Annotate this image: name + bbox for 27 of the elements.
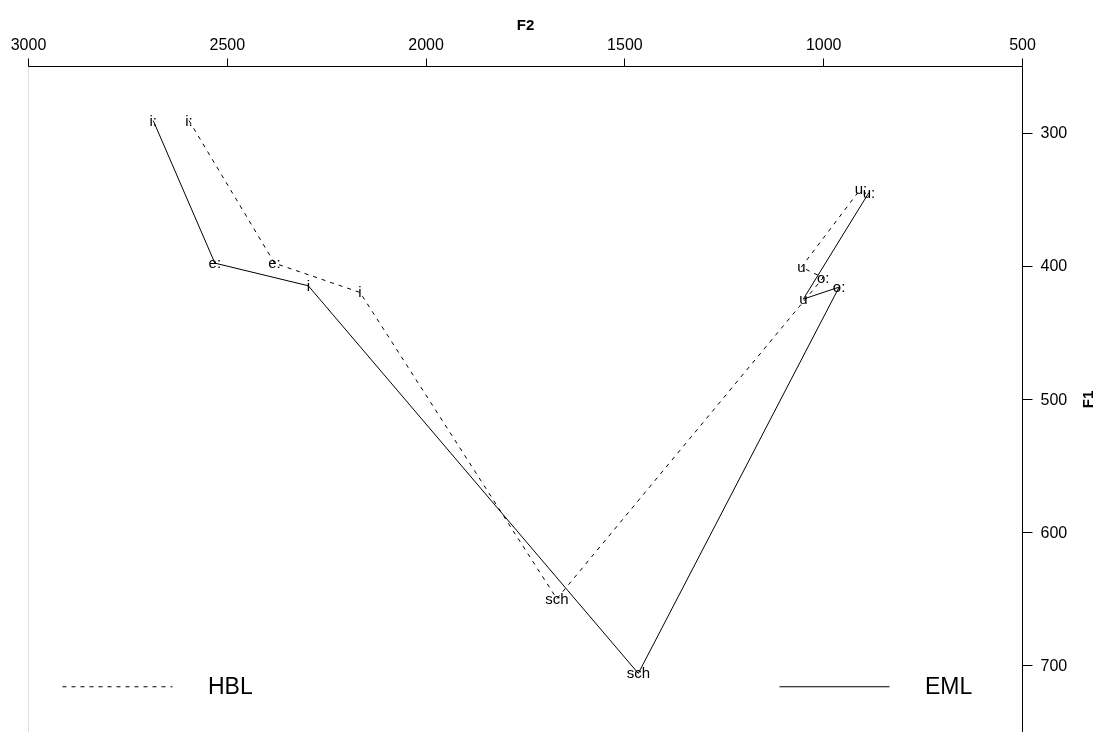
x-tick-label: 1000 — [805, 35, 842, 53]
annotation: i — [358, 283, 362, 301]
x-tick-label: 3000 — [10, 35, 47, 53]
annotation: sch — [545, 589, 569, 607]
y-axis-title: F1 — [1079, 390, 1097, 409]
annotation: e: — [208, 254, 222, 272]
y-tick-label: 400 — [1040, 257, 1068, 275]
y-tick-label: 500 — [1040, 390, 1068, 408]
x-tick-label: 1500 — [607, 35, 643, 53]
annotation: i: — [149, 111, 157, 129]
legend-label: EML — [925, 672, 973, 699]
y-tick-label: 300 — [1040, 124, 1068, 142]
annotation: e: — [268, 254, 281, 272]
annotation: u — [799, 290, 808, 308]
x-tick-label: 2500 — [209, 35, 246, 53]
annotation: o: — [816, 268, 830, 286]
x-tick-label: 2000 — [408, 35, 444, 53]
annotation: u — [797, 258, 806, 276]
y-tick-label: 700 — [1040, 656, 1068, 674]
annotation: o: — [832, 278, 846, 296]
y-tick-label: 600 — [1040, 523, 1068, 541]
x-tick-label: 500 — [1009, 35, 1036, 53]
annotation: sch — [626, 664, 650, 682]
x-axis-title: F2 — [516, 15, 535, 33]
annotation: i — [306, 276, 310, 294]
annotation: i: — [185, 111, 193, 129]
legend-label: HBL — [208, 672, 253, 699]
